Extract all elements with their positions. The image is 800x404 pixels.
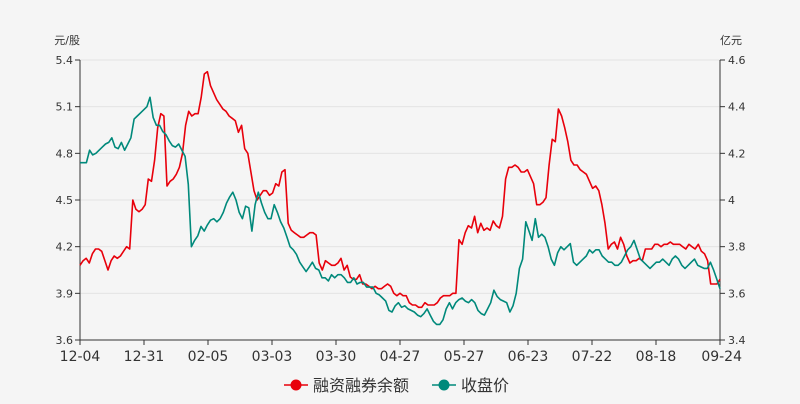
left-tick-label: 4.2 (56, 241, 74, 254)
legend: 融资融券余额 收盘价 (284, 376, 509, 395)
left-tick-label: 5.1 (56, 101, 74, 114)
legend-margin-balance[interactable]: 融资融券余额 (284, 376, 409, 395)
right-tick-label: 4.6 (728, 54, 746, 67)
legend-marker (438, 379, 450, 391)
x-tick-label: 12-31 (124, 349, 165, 365)
right-tick-label: 4.4 (728, 101, 746, 114)
left-tick-label: 4.5 (56, 194, 74, 207)
x-tick-label: 02-05 (188, 349, 229, 365)
series-line-close-price (80, 96, 721, 326)
x-tick-label: 04-27 (380, 349, 421, 365)
left-axis-ticks: 3.6 3.9 4.2 4.5 4.8 5.1 5.4 (56, 54, 80, 347)
legend-close-price[interactable]: 收盘价 (432, 376, 509, 395)
x-tick-label: 06-23 (508, 349, 549, 365)
right-tick-label: 3.8 (728, 241, 746, 254)
series-line-margin-balance (79, 70, 721, 309)
x-axis-ticks: 12-04 12-31 02-05 03-03 03-30 04-27 05-27 06-23… (60, 340, 742, 365)
left-tick-label: 4.8 (56, 147, 74, 160)
right-axis-ticks: 3.4 3.6 3.8 4 4.2 4.4 4.6 (720, 54, 746, 347)
right-axis-unit: 亿元 (720, 34, 742, 47)
right-tick-label: 3.4 (728, 334, 746, 347)
legend-label: 融资融券余额 (313, 376, 409, 395)
left-axis-unit: 元/股 (54, 34, 80, 47)
x-tick-label: 07-22 (572, 349, 613, 365)
x-tick-label: 03-03 (252, 349, 293, 365)
grid-lines (80, 59, 720, 294)
legend-marker (290, 379, 302, 391)
x-tick-label: 05-27 (444, 349, 485, 365)
right-tick-label: 3.6 (728, 287, 746, 300)
x-tick-label: 08-18 (636, 349, 677, 365)
series-layer (79, 70, 721, 326)
right-tick-label: 4 (728, 194, 735, 207)
left-tick-label: 3.9 (56, 287, 74, 300)
x-tick-label: 09-24 (701, 349, 742, 365)
x-tick-label: 12-04 (60, 349, 101, 365)
right-tick-label: 4.2 (728, 147, 746, 160)
left-tick-label: 5.4 (56, 54, 74, 67)
legend-label: 收盘价 (461, 376, 509, 395)
x-tick-label: 03-30 (316, 349, 357, 365)
left-tick-label: 3.6 (56, 334, 74, 347)
